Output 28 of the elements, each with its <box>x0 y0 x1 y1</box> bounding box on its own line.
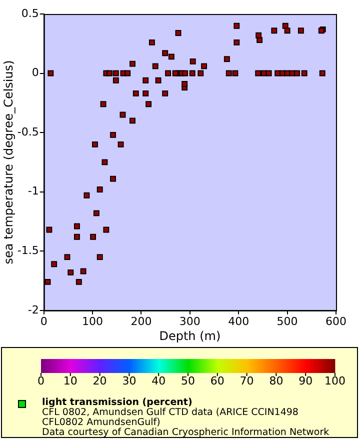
color-bar-label: 90 <box>298 374 313 388</box>
y-tick-label: -1.5 <box>17 244 39 257</box>
color-bar-label: 60 <box>210 374 224 388</box>
x-tick-label: 200 <box>130 314 152 328</box>
color-bar-label: 20 <box>92 374 107 388</box>
x-tick-label: 0 <box>40 314 48 328</box>
color-bar-label: 40 <box>152 374 166 388</box>
text: Data courtesy of Canadian Cryospheric Information Network <box>42 427 330 438</box>
text: CFL 0802, Amundsen Gulf CTD data (ARICE CCIN1498 CFL0802 AmundsenGulf) <box>42 407 298 428</box>
color-bar-label: 10 <box>63 374 78 388</box>
y-axis-title: sea temperature (degree_Celsius) <box>1 60 16 264</box>
y-tick-label: 0.5 <box>21 6 39 20</box>
color-bar-label: 70 <box>240 374 254 388</box>
x-tick-label: 100 <box>82 314 104 328</box>
y-tick-label: 0 <box>32 66 39 80</box>
color-bar-label: 50 <box>181 374 195 388</box>
x-tick-label: 300 <box>179 314 200 328</box>
color-bar-label: 80 <box>269 374 284 388</box>
y-tick-label: -1 <box>28 184 39 198</box>
color-bar-title: light transmission (percent) <box>42 397 192 408</box>
y-tick-label: -0.5 <box>17 125 39 138</box>
color-bar-label: 100 <box>324 374 346 388</box>
x-tick-label: 600 <box>326 314 346 328</box>
x-tick-label: 500 <box>276 314 298 328</box>
y-tick-label: -2 <box>28 303 39 316</box>
color-bar-label: 30 <box>122 374 136 388</box>
x-tick-label: 400 <box>228 314 250 328</box>
x-axis-title: Depth (m) <box>159 328 221 343</box>
